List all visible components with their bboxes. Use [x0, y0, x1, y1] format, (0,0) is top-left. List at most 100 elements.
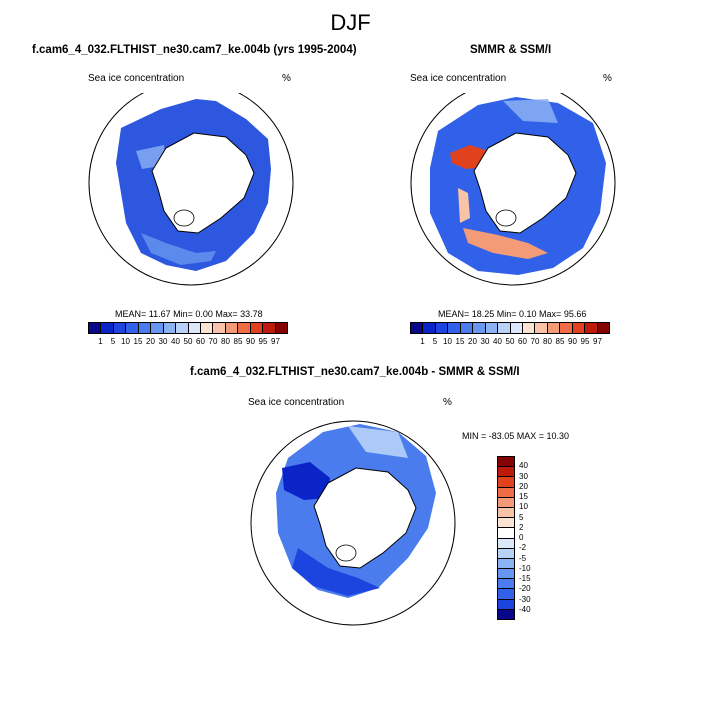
colorbar-swatch: [498, 589, 514, 600]
colorbar-swatch: [522, 323, 536, 333]
colorbar-swatch: [213, 323, 226, 333]
colorbar-swatch: [188, 323, 201, 333]
colorbar-tick-label: -20: [519, 584, 531, 594]
colorbar-tick-label: 95: [258, 337, 268, 346]
colorbar-tick-label: 1: [98, 337, 103, 346]
colorbar-swatch: [200, 323, 214, 333]
colorbar-swatch: [485, 323, 499, 333]
colorbar-tick-label: 60: [196, 337, 205, 346]
colorbar-tick-label: 80: [221, 337, 230, 346]
colorbar-tick-label: 5: [519, 512, 524, 522]
panel3-antarctica-outline: [313, 467, 417, 569]
colorbar-swatch: [498, 558, 514, 570]
colorbar-swatch: [597, 323, 609, 333]
colorbar-swatch: [225, 323, 239, 333]
colorbar-swatch: [423, 323, 436, 333]
panel1-title: f.cam6_4_032.FLTHIST_ne30.cam7_ke.004b (…: [32, 44, 357, 56]
panel2-colorbar-labels: 1 5 10 15 20 30 40 50 60 70 80 85 90 95 97: [410, 337, 610, 349]
colorbar-tick-label: 50: [505, 337, 515, 346]
colorbar-tick-label: 90: [246, 337, 255, 346]
colorbar-tick-label: -15: [519, 574, 531, 583]
panel1-stats: MEAN= 11.67 Min= 0.00 Max= 33.78: [115, 309, 263, 319]
panel2-stats: MEAN= 18.25 Min= 0.10 Max= 95.66: [438, 309, 587, 319]
panel3-map: [250, 420, 456, 626]
colorbar-tick-label: 10: [121, 337, 130, 346]
colorbar-tick-label: -2: [519, 543, 527, 553]
panel2-antarctica-outline: [473, 132, 577, 234]
colorbar-tick-label: 10: [519, 502, 528, 512]
colorbar-swatch: [498, 548, 514, 559]
panel1-ice-light: [141, 233, 216, 265]
colorbar-tick-label: 95: [580, 337, 590, 346]
colorbar-swatch: [498, 538, 514, 549]
colorbar-tick-label: 70: [208, 337, 218, 346]
colorbar-swatch: [585, 323, 598, 333]
panel2-map: [410, 93, 616, 286]
colorbar-swatch: [547, 323, 561, 333]
panel3-diff-light: [348, 426, 408, 458]
colorbar-tick-label: -40: [519, 604, 531, 614]
colorbar-swatch: [89, 323, 102, 333]
colorbar-swatch: [448, 323, 461, 333]
panel2-units: %: [603, 73, 612, 84]
colorbar-swatch: [238, 323, 251, 333]
colorbar-tick-label: 80: [543, 337, 552, 346]
colorbar-swatch: [498, 507, 514, 519]
colorbar-tick-label: 20: [146, 337, 155, 346]
colorbar-swatch: [263, 323, 276, 333]
colorbar-swatch: [101, 323, 114, 333]
colorbar-swatch: [498, 323, 511, 333]
panel3-ross-ice-shelf: [335, 544, 357, 562]
colorbar-tick-label: 70: [530, 337, 540, 346]
panel3-stats: MIN = -83.05 MAX = 10.30: [462, 431, 570, 441]
colorbar-tick-label: 85: [233, 337, 243, 346]
colorbar-swatch: [498, 518, 514, 529]
panel1-variable: Sea ice concentration: [88, 73, 185, 84]
panel1-map: [88, 93, 294, 286]
colorbar-tick-label: 97: [593, 337, 602, 346]
colorbar-swatch: [498, 497, 514, 508]
colorbar-swatch: [176, 323, 189, 333]
panel3-colorbar: [497, 456, 515, 620]
colorbar-tick-label: 50: [183, 337, 193, 346]
panel2-colorbar: [410, 322, 610, 334]
colorbar-tick-label: -30: [519, 594, 531, 604]
panel2-variable: Sea ice concentration: [410, 73, 507, 84]
colorbar-tick-label: 60: [518, 337, 527, 346]
colorbar-swatch: [498, 477, 514, 488]
colorbar-tick-label: 10: [443, 337, 452, 346]
colorbar-swatch: [572, 323, 586, 333]
panel3-ross-deficit: [292, 548, 380, 596]
colorbar-swatch: [473, 323, 486, 333]
panel2-amundsen-high: [458, 188, 470, 223]
colorbar-swatch: [163, 323, 177, 333]
colorbar-swatch: [498, 609, 514, 619]
colorbar-swatch: [498, 579, 514, 590]
colorbar-tick-label: 0: [519, 533, 524, 542]
colorbar-swatch: [498, 528, 514, 539]
colorbar-swatch: [510, 323, 523, 333]
colorbar-tick-label: 2: [519, 522, 524, 532]
colorbar-swatch: [126, 323, 139, 333]
panel2-ross-ice-shelf: [495, 209, 517, 227]
colorbar-tick-label: 5: [110, 337, 116, 346]
panel1-ross-ice-shelf: [173, 209, 195, 227]
colorbar-swatch: [151, 323, 164, 333]
panel1-colorbar-labels: 1 5 10 15 20 30 40 50 60 70 80 85 90 95 97: [88, 337, 288, 349]
colorbar-tick-label: -5: [519, 553, 527, 563]
panel3-colorbar-labels: 40 30 20 15 10 5 2 0 -2 -5 -10 -15 -20 -30 -40: [519, 456, 549, 620]
colorbar-tick-label: 20: [519, 481, 528, 491]
colorbar-tick-label: 30: [158, 337, 168, 346]
panel3-title: f.cam6_4_032.FLTHIST_ne30.cam7_ke.004b -…: [190, 366, 520, 378]
colorbar-tick-label: 30: [519, 471, 528, 481]
colorbar-tick-label: 30: [480, 337, 490, 346]
colorbar-tick-label: 15: [519, 492, 528, 501]
colorbar-swatch: [498, 457, 514, 468]
panel1-units: %: [282, 73, 291, 84]
colorbar-swatch: [460, 323, 474, 333]
colorbar-tick-label: 85: [555, 337, 565, 346]
colorbar-swatch: [498, 467, 514, 478]
colorbar-tick-label: 40: [493, 337, 502, 346]
panel3-variable: Sea ice concentration: [248, 397, 345, 408]
colorbar-tick-label: 15: [455, 337, 465, 346]
